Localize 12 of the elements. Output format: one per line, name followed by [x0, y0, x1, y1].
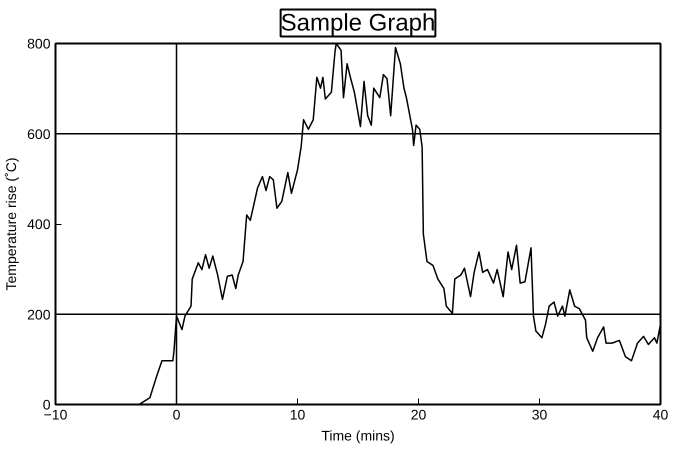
x-tick-label: 0 [172, 406, 181, 422]
y-tick-label: 600 [27, 126, 51, 142]
x-tick-label: 30 [532, 406, 548, 422]
x-axis-title: Time (mins) [321, 428, 395, 444]
y-tick-label: 400 [27, 216, 51, 232]
x-tick-label: 20 [410, 406, 426, 422]
chart-title: Sample Graph [280, 10, 436, 36]
y-tick-label: 800 [27, 36, 51, 52]
x-tick-label: 40 [652, 406, 668, 422]
y-axis-title: Temperature rise (˚C) [3, 157, 20, 291]
x-tick-label: 10 [290, 406, 306, 422]
y-tick-label: 200 [27, 306, 51, 322]
